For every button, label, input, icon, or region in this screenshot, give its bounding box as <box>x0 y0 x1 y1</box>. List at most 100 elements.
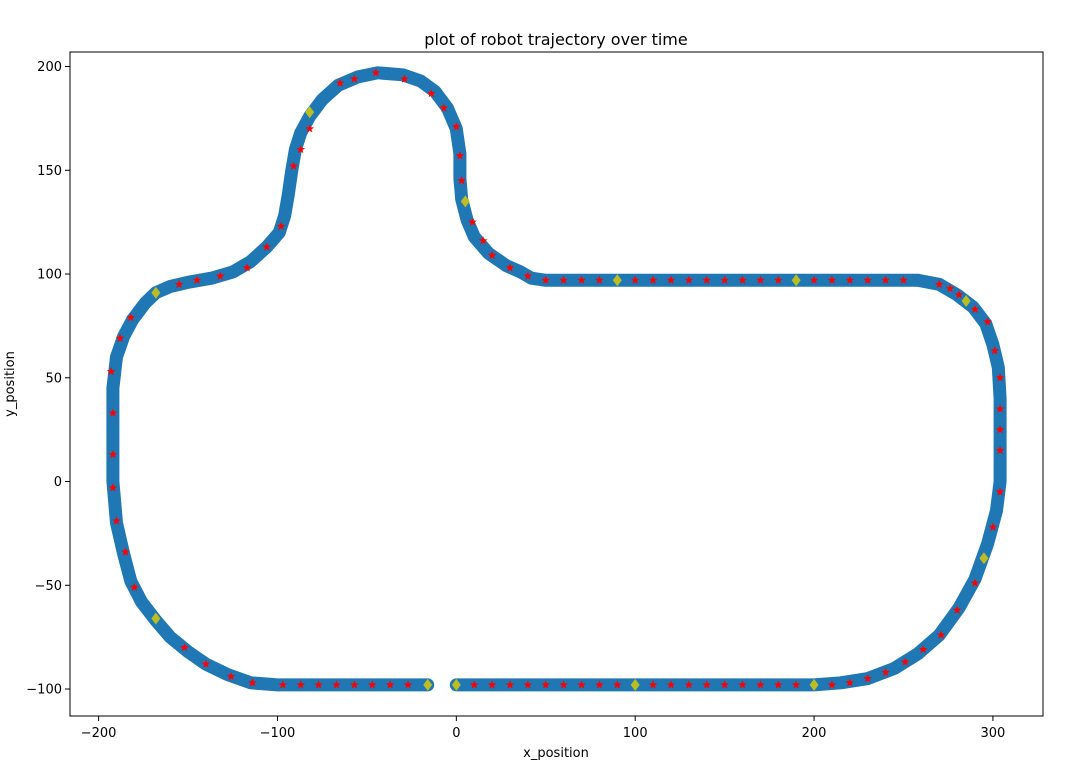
star-point <box>487 680 497 689</box>
star-point <box>995 487 1005 496</box>
diamond-point <box>423 678 433 691</box>
star-point <box>469 680 479 689</box>
series-2 <box>151 106 989 691</box>
star-point <box>559 680 569 689</box>
star-point <box>881 667 890 677</box>
star-point <box>296 144 306 154</box>
star-point <box>276 221 286 231</box>
axes-frame <box>69 51 1044 717</box>
star-point <box>918 645 928 654</box>
diamond-point <box>151 286 161 299</box>
diamond-point <box>961 295 971 307</box>
x-axis-title: x_position <box>523 746 589 761</box>
star-point <box>845 275 855 284</box>
star-point <box>577 680 586 689</box>
x-tick-label: −200 <box>81 726 117 741</box>
star-point <box>988 522 998 531</box>
diamond-point <box>791 274 801 287</box>
star-point <box>684 275 694 284</box>
diamond-point <box>809 678 819 691</box>
x-tick-label: −100 <box>260 726 296 741</box>
star-point <box>180 642 189 652</box>
star-point <box>215 271 225 280</box>
star-point <box>505 263 515 272</box>
star-point <box>720 275 729 284</box>
star-point <box>226 671 236 681</box>
star-point <box>756 275 765 284</box>
star-point <box>112 516 121 525</box>
star-point <box>487 250 497 260</box>
star-point <box>791 680 801 689</box>
star-point <box>863 275 873 284</box>
star-point <box>108 408 118 417</box>
star-point <box>934 279 944 289</box>
series-1 <box>106 68 1005 689</box>
star-point <box>201 659 211 668</box>
star-point <box>702 275 712 284</box>
y-tick-label: −100 <box>26 683 62 698</box>
star-point <box>505 680 515 689</box>
star-point <box>995 445 1005 455</box>
star-point <box>684 680 694 689</box>
star-point <box>403 680 413 689</box>
star-point <box>106 366 116 376</box>
star-point <box>666 275 676 284</box>
star-point <box>426 88 436 98</box>
star-point <box>335 78 345 87</box>
star-point <box>952 605 962 614</box>
star-point <box>970 578 980 587</box>
diamond-point <box>612 274 622 287</box>
star-point <box>773 680 783 689</box>
star-point <box>350 74 359 83</box>
star-point <box>115 333 125 343</box>
star-point <box>523 680 533 689</box>
star-point <box>954 290 964 299</box>
star-point <box>192 275 202 284</box>
diamond-point <box>460 195 470 208</box>
star-point <box>541 275 551 284</box>
diamond-point <box>305 106 315 119</box>
star-point <box>332 680 341 689</box>
x-tick-label: 300 <box>981 726 1006 741</box>
star-point <box>899 275 908 284</box>
star-point <box>995 373 1005 382</box>
star-point <box>478 236 488 245</box>
star-point <box>900 657 910 666</box>
star-point <box>121 547 130 556</box>
diamond-point <box>630 678 640 691</box>
star-point <box>523 271 533 280</box>
star-point <box>541 680 551 689</box>
star-point <box>385 680 395 689</box>
star-point <box>702 680 712 689</box>
y-axis-title: y_position <box>3 351 18 417</box>
star-point <box>773 275 783 284</box>
star-point <box>881 275 890 284</box>
star-point <box>371 68 381 77</box>
y-axis: −100 −50 0 50 100 150 200 <box>26 60 70 698</box>
y-tick-label: −50 <box>35 579 62 594</box>
star-point <box>262 242 272 251</box>
star-point <box>936 630 946 639</box>
diamond-point <box>151 612 161 625</box>
star-point <box>367 680 377 689</box>
x-tick-label: 0 <box>452 726 460 741</box>
chart-title: plot of robot trajectory over time <box>424 30 687 49</box>
star-point <box>738 680 747 689</box>
star-point <box>720 680 729 689</box>
star-point <box>595 680 604 689</box>
star-point <box>451 122 461 131</box>
star-point <box>648 275 658 284</box>
star-point <box>248 678 257 687</box>
star-point <box>108 449 118 459</box>
star-point <box>468 217 477 226</box>
star-point <box>845 678 855 687</box>
y-tick-label: 100 <box>37 268 62 283</box>
star-point <box>130 582 139 592</box>
star-point <box>174 279 184 289</box>
x-tick-label: 100 <box>623 726 648 741</box>
star-point <box>983 317 992 326</box>
diamond-point <box>979 552 989 565</box>
y-tick-label: 200 <box>37 60 62 75</box>
star-point <box>827 680 837 689</box>
x-axis: −200 −100 0 100 200 300 <box>81 716 1006 741</box>
